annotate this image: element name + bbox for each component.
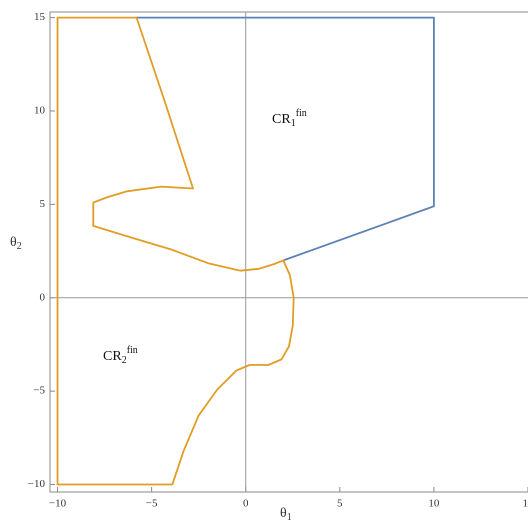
y-tick-label: 0 <box>40 291 46 303</box>
y-tick-label: 5 <box>40 198 46 210</box>
annotation-main: CR <box>103 349 122 364</box>
y-axis-label-sub: 2 <box>17 241 22 252</box>
x-tick-label: −10 <box>49 498 67 510</box>
annotation-main: CR <box>272 112 291 127</box>
x-axis-label-sub: 1 <box>287 512 292 522</box>
region-boundary <box>136 16 435 262</box>
annotation-sup: fin <box>127 345 138 356</box>
x-tick-label: 5 <box>337 498 343 510</box>
x-tick-label: 10 <box>428 498 440 510</box>
y-tick-label: 15 <box>34 11 46 23</box>
x-tick-label: 0 <box>243 498 249 510</box>
y-axis-label-main: θ <box>10 235 17 250</box>
annotation: CR2fin <box>103 345 138 366</box>
y-tick-label: −5 <box>33 385 45 397</box>
y-axis-label: θ2 <box>10 235 22 252</box>
region-boundary <box>56 16 295 486</box>
y-tick-label: −10 <box>28 478 46 490</box>
x-axis-label-main: θ <box>280 506 287 521</box>
annotation-sub: 2 <box>122 355 127 366</box>
x-tick-label: 15 <box>523 498 528 510</box>
y-tick-label: 10 <box>34 105 46 117</box>
x-axis-label: θ1 <box>280 506 292 522</box>
plot-frame <box>49 11 528 493</box>
x-tick-label: −5 <box>146 498 158 510</box>
annotation-sup: fin <box>296 108 307 119</box>
annotation-sub: 1 <box>291 118 296 129</box>
annotation: CR1fin <box>272 108 307 129</box>
